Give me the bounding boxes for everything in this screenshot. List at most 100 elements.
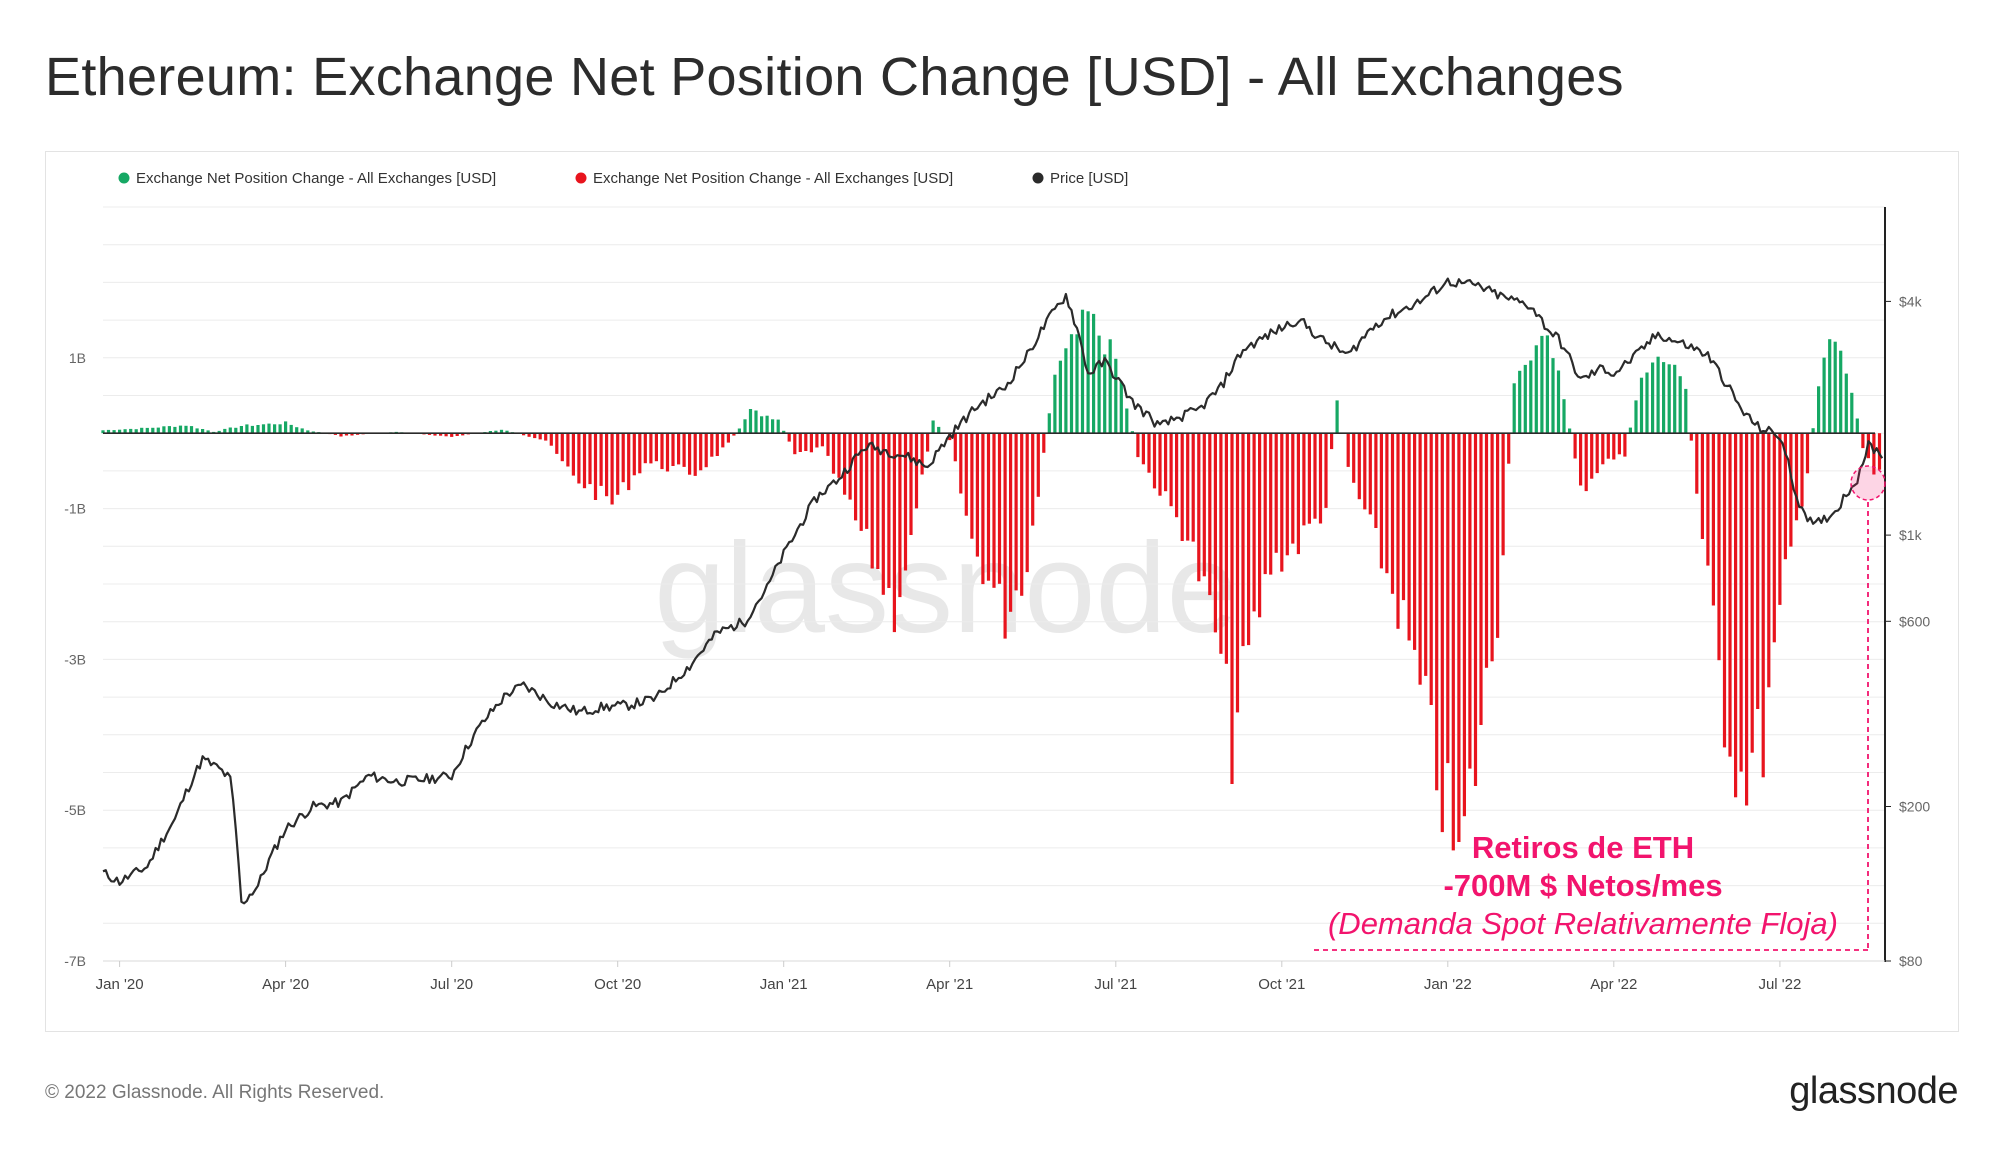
outflow-bar: [1413, 433, 1417, 650]
inflow-bar: [776, 419, 780, 434]
outflow-bar: [593, 433, 598, 500]
outflow-bar: [920, 433, 924, 475]
chart-frame: glassnode 1B -1B -3B -5B -7B $4k $1k $600 $200 $…: [45, 151, 1959, 1032]
inflow-bar: [771, 419, 775, 434]
outflow-bar: [1717, 433, 1721, 661]
outflow-bar: [898, 433, 902, 598]
outflow-bar: [621, 433, 625, 483]
right-axis-ticks: $4k $1k $600 $200 $80: [1885, 293, 1930, 969]
footer-brand-logo[interactable]: glassnode: [1789, 1070, 1958, 1112]
outflow-bar: [1396, 433, 1400, 629]
outflow-bar: [1501, 433, 1505, 556]
outflow-bar: [820, 433, 824, 447]
outflow-bar: [1767, 433, 1771, 688]
outflow-bar: [970, 433, 974, 539]
inflow-bar: [1811, 428, 1815, 434]
grid-lines: [103, 206, 1885, 962]
inflow-bar: [1844, 373, 1848, 434]
outflow-bar: [804, 433, 808, 451]
outflow-bar: [1623, 433, 1627, 457]
outflow-bar: [1451, 433, 1455, 851]
outflow-bar: [533, 433, 537, 439]
outflow-bar: [627, 433, 631, 491]
inflow-bar: [499, 429, 504, 434]
inflow-bar: [1534, 345, 1538, 434]
inflow-bar: [1130, 431, 1134, 434]
outflow-bar: [1285, 433, 1289, 556]
legend-label-outflow[interactable]: Exchange Net Position Change - All Excha…: [593, 170, 953, 187]
inflow-bar: [250, 425, 254, 434]
outflow-bar: [1689, 433, 1693, 441]
outflow-bar: [975, 433, 979, 557]
inflow-bar: [1562, 399, 1566, 434]
outflow-bar: [1169, 433, 1173, 507]
inflow-bar: [488, 431, 492, 434]
inflow-bar: [494, 430, 498, 434]
outflow-bar: [654, 433, 658, 462]
outflow-bar: [1877, 433, 1882, 470]
y-right-tick-label: $600: [1899, 613, 1930, 629]
outflow-bar: [350, 433, 354, 436]
outflow-bar: [1003, 433, 1007, 639]
outflow-bar: [1180, 433, 1184, 541]
price-line: [102, 277, 1884, 905]
outflow-bar: [682, 433, 686, 467]
outflow-bar: [1175, 433, 1179, 518]
outflow-bar: [1496, 433, 1500, 638]
outflow-bar: [1025, 433, 1029, 573]
outflow-bar: [1446, 433, 1450, 764]
outflow-bar: [649, 433, 653, 464]
outflow-bar: [1390, 433, 1395, 594]
outflow-bar: [333, 433, 337, 435]
outflow-bar: [798, 433, 802, 452]
outflow-bar: [677, 433, 681, 465]
outflow-bar: [1772, 433, 1776, 643]
x-tick-label: Apr '22: [1590, 976, 1637, 993]
outflow-bar: [992, 433, 996, 588]
outflow-bar: [1213, 433, 1217, 633]
outflow-bar: [527, 433, 531, 437]
outflow-bar: [643, 433, 647, 464]
outflow-bar: [1612, 433, 1616, 460]
outflow-bar: [566, 433, 570, 467]
outflow-bar: [1296, 433, 1300, 555]
outflow-bar: [914, 433, 919, 509]
inflow-bar: [1047, 413, 1051, 434]
legend-swatch-price[interactable]: [1032, 172, 1044, 184]
outflow-bar: [1158, 433, 1162, 496]
inflow-bar: [273, 424, 277, 434]
outflow-bar: [1009, 433, 1013, 612]
legend-swatch-outflow[interactable]: [575, 172, 587, 184]
outflow-bar: [1307, 433, 1311, 524]
inflow-bar: [1075, 334, 1079, 434]
x-tick-label: Oct '21: [1258, 976, 1305, 993]
legend-label-price[interactable]: Price [USD]: [1050, 170, 1128, 187]
inflow-bar: [278, 424, 282, 434]
outflow-bar: [959, 433, 963, 494]
inflow-bar: [140, 427, 144, 434]
outflow-bar: [577, 433, 581, 484]
inflow-bar: [311, 431, 315, 434]
inflow-bar: [1512, 383, 1516, 434]
inflow-bar: [1058, 360, 1062, 434]
inflow-bar: [1108, 339, 1112, 434]
outflow-bar: [1313, 433, 1317, 519]
outflow-bar: [926, 433, 930, 452]
outflow-bar: [1695, 433, 1699, 494]
inflow-bar: [1518, 370, 1522, 434]
outflow-bar: [870, 433, 874, 569]
inflow-bar: [743, 419, 747, 434]
legend-swatch-inflow[interactable]: [118, 172, 130, 184]
inflow-bar: [1551, 358, 1555, 434]
outflow-bar: [732, 433, 736, 436]
x-tick-label: Jul '21: [1094, 976, 1137, 993]
inflow-bar: [1114, 358, 1118, 434]
outflow-bar: [582, 433, 587, 489]
inflow-bar: [1850, 392, 1854, 434]
annotation: Retiros de ETH -700M $ Netos/mes (Demand…: [1314, 465, 1886, 951]
outflow-bar: [1136, 433, 1140, 458]
outflow-bar: [1224, 433, 1228, 664]
outflow-bar: [599, 433, 603, 486]
legend-label-inflow[interactable]: Exchange Net Position Change - All Excha…: [136, 170, 496, 187]
outflow-bar: [892, 433, 896, 633]
